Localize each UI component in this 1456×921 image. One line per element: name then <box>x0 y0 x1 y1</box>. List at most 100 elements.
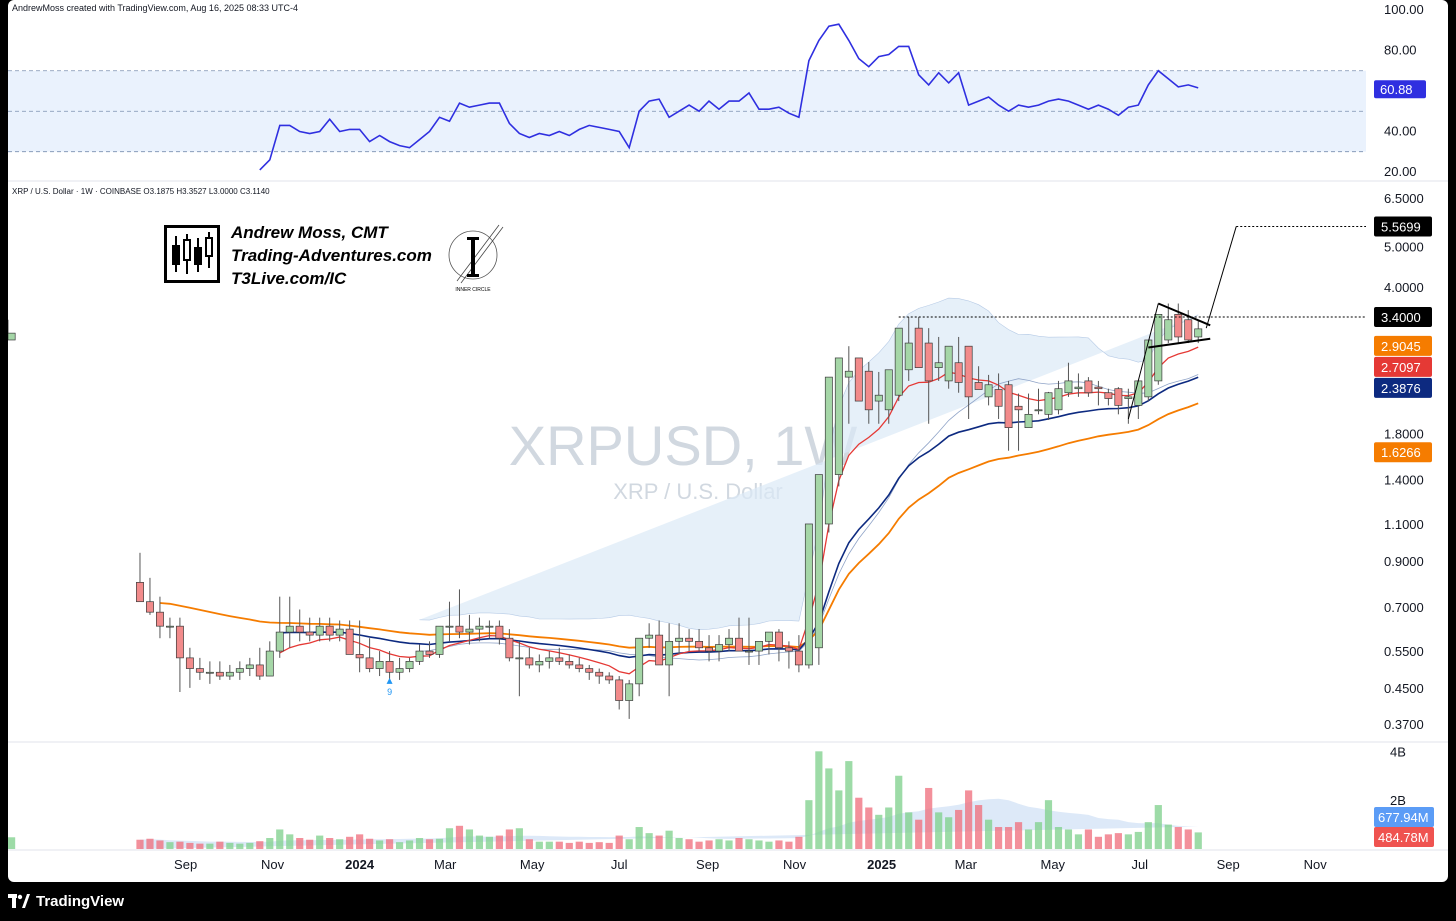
rsi-line[interactable] <box>259 23 1199 171</box>
candle[interactable] <box>705 635 713 662</box>
volume-bar[interactable] <box>515 828 523 849</box>
candle[interactable] <box>305 617 314 642</box>
volume-bar[interactable] <box>1064 829 1073 849</box>
candle[interactable] <box>1004 380 1013 451</box>
candle[interactable] <box>535 654 544 673</box>
volume-bar[interactable] <box>286 834 294 849</box>
volume-bar[interactable] <box>216 841 224 849</box>
tradingview-footer[interactable]: TradingView <box>8 888 124 914</box>
volume-bar[interactable] <box>276 829 284 849</box>
volume-bar[interactable] <box>246 842 254 849</box>
volume-bar[interactable] <box>1024 829 1033 849</box>
volume-bar[interactable] <box>695 841 703 849</box>
volume-bar[interactable] <box>505 829 513 849</box>
volume-bar[interactable] <box>1144 822 1152 849</box>
measured-move-line[interactable] <box>1205 226 1237 329</box>
candle[interactable] <box>605 672 614 684</box>
candle[interactable] <box>435 625 444 658</box>
candle[interactable] <box>755 640 763 665</box>
candle[interactable] <box>615 676 624 710</box>
candle[interactable] <box>894 327 903 402</box>
candle[interactable] <box>864 362 873 424</box>
candle[interactable] <box>485 620 494 639</box>
volume-bar[interactable] <box>735 838 743 849</box>
volume-bar[interactable] <box>1134 831 1142 849</box>
volume-bar[interactable] <box>226 842 234 849</box>
candle[interactable] <box>136 552 144 603</box>
volume-bar[interactable] <box>655 835 663 849</box>
volume-bar[interactable] <box>1004 827 1013 849</box>
candle[interactable] <box>685 629 694 652</box>
candle[interactable] <box>774 629 783 662</box>
volume-bar[interactable] <box>775 840 783 849</box>
candle[interactable] <box>445 601 454 642</box>
flagpole-line[interactable] <box>1127 303 1159 420</box>
candle[interactable] <box>934 336 943 381</box>
volume-bar[interactable] <box>296 838 304 849</box>
candle[interactable] <box>205 661 214 684</box>
volume-bar[interactable] <box>855 797 863 849</box>
candle[interactable] <box>695 629 704 652</box>
volume-bar[interactable] <box>8 837 16 849</box>
volume-bar[interactable] <box>865 807 873 849</box>
volume-bar[interactable] <box>555 841 563 849</box>
volume-bar[interactable] <box>356 834 364 849</box>
candle[interactable] <box>505 629 514 662</box>
volume-bar[interactable] <box>495 835 503 849</box>
volume-bar[interactable] <box>166 842 174 849</box>
candle[interactable] <box>944 345 953 389</box>
volume-bar[interactable] <box>136 839 144 849</box>
candle[interactable] <box>585 664 594 680</box>
candle[interactable] <box>175 617 184 693</box>
pennant-top-line[interactable] <box>1157 302 1211 327</box>
volume-bar[interactable] <box>725 840 733 849</box>
volume-bar[interactable] <box>545 841 553 849</box>
candle[interactable] <box>215 661 224 680</box>
candle[interactable] <box>924 328 933 424</box>
volume-bar[interactable] <box>1164 824 1172 849</box>
candle[interactable] <box>8 319 16 341</box>
candle[interactable] <box>245 657 254 677</box>
volume-bar[interactable] <box>585 842 593 849</box>
candle[interactable] <box>1134 380 1143 419</box>
volume-bar[interactable] <box>465 829 474 849</box>
candle[interactable] <box>275 596 284 658</box>
candle[interactable] <box>665 623 674 697</box>
candle[interactable] <box>1144 339 1153 402</box>
time-axis[interactable]: Sep Nov 2024 Mar May Jul Sep Nov 2025 Mar May Jul Se… <box>8 849 1448 872</box>
volume-bar[interactable] <box>1074 834 1083 849</box>
candle[interactable] <box>555 647 564 665</box>
candle[interactable] <box>984 374 993 406</box>
candle[interactable] <box>804 523 813 669</box>
volume-bar[interactable] <box>256 841 264 849</box>
candle[interactable] <box>465 614 474 645</box>
candle[interactable] <box>1194 319 1203 344</box>
volume-bar[interactable] <box>1044 800 1053 849</box>
candle[interactable] <box>794 635 803 673</box>
volume-bar[interactable] <box>186 842 194 849</box>
candle[interactable] <box>874 371 883 424</box>
volume-bar[interactable] <box>336 839 344 849</box>
candle[interactable] <box>844 346 853 424</box>
candle[interactable] <box>156 596 164 639</box>
volume-bar[interactable] <box>565 842 573 849</box>
volume-bar[interactable] <box>875 814 883 849</box>
volume-bar[interactable] <box>1174 827 1182 849</box>
volume-bar[interactable] <box>1034 822 1043 849</box>
volume-bar[interactable] <box>485 836 494 849</box>
candle[interactable] <box>595 668 604 684</box>
candle[interactable] <box>325 617 334 642</box>
volume-bar[interactable] <box>984 819 993 849</box>
candle[interactable] <box>335 620 344 642</box>
volume-bar[interactable] <box>1194 832 1202 849</box>
candle[interactable] <box>974 366 983 390</box>
candle[interactable] <box>355 620 364 673</box>
volume-bar[interactable] <box>785 841 793 849</box>
volume-bar[interactable] <box>455 825 464 849</box>
volume-bar[interactable] <box>535 841 543 849</box>
volume-bar[interactable] <box>625 839 633 849</box>
volume-bar[interactable] <box>605 842 613 849</box>
chart-canvas[interactable]: 100.00 80.00 40.00 20.00 60.88 XRPUSD, 1W XRP… <box>8 0 1448 882</box>
volume-bar[interactable] <box>1014 822 1023 849</box>
volume-bar[interactable] <box>1184 829 1192 849</box>
